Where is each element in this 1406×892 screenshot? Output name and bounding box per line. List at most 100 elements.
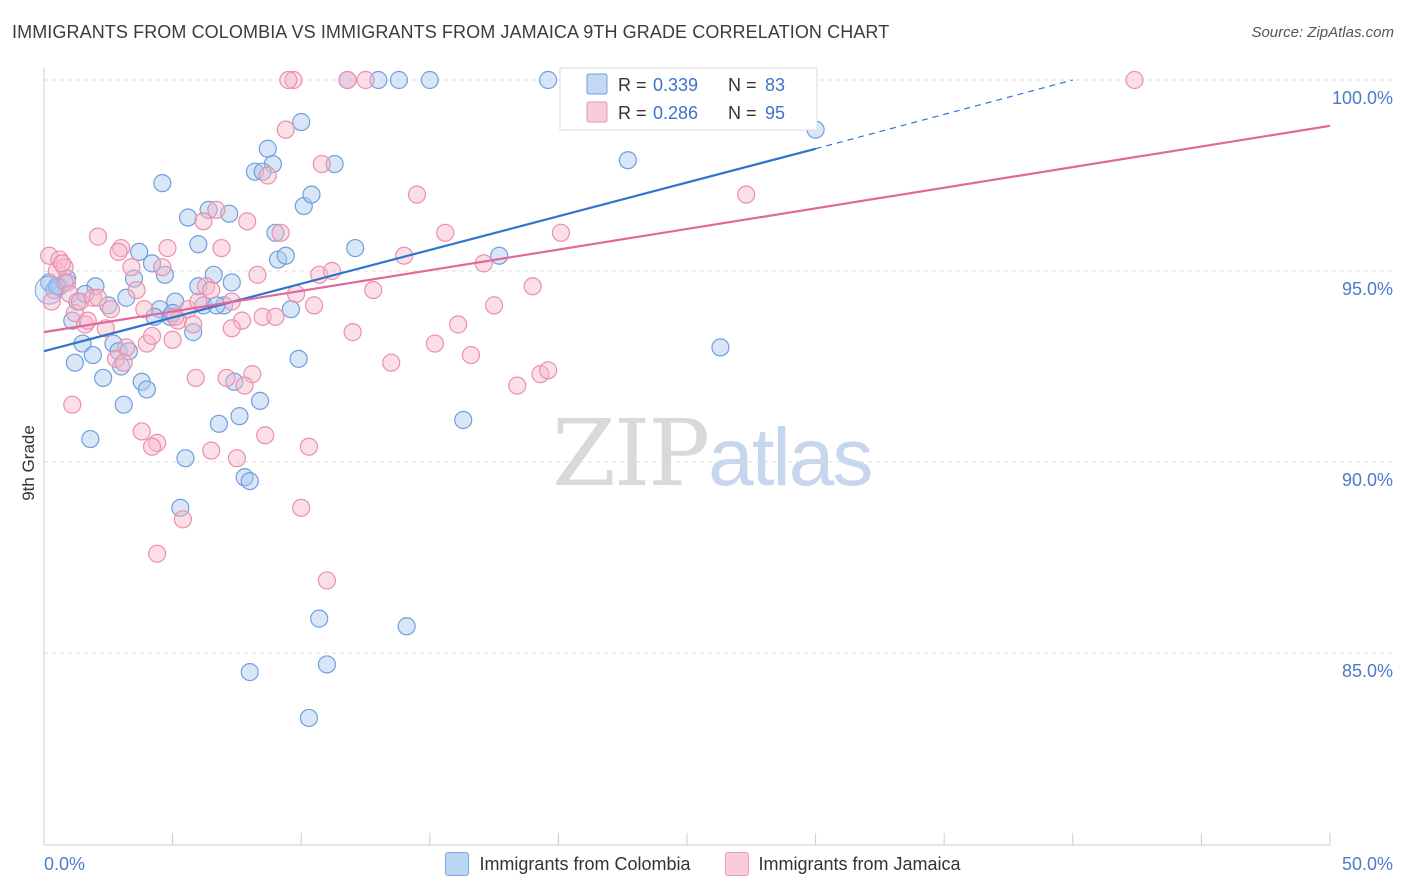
colombia-point xyxy=(240,472,259,491)
tick-labels: 85.0% 90.0% 95.0% 100.0% 0.0% 50.0% 9th Grade xyxy=(19,88,1393,874)
jamaica-point xyxy=(523,277,542,296)
jamaica-point xyxy=(42,292,61,311)
jamaica-point xyxy=(508,376,527,395)
jamaica-point xyxy=(276,120,295,139)
jamaica-point xyxy=(279,70,298,90)
legend-n-value: 83 xyxy=(765,75,785,95)
x-tick-label: 50.0% xyxy=(1342,854,1393,874)
jamaica-point xyxy=(184,315,203,334)
jamaica-point xyxy=(1125,70,1144,90)
jamaica-point xyxy=(163,330,182,349)
legend-r-value: 0.286 xyxy=(653,103,698,123)
colombia-point xyxy=(289,349,308,368)
jamaica-point xyxy=(227,449,246,468)
jamaica-point xyxy=(317,571,337,590)
jamaica-point xyxy=(382,353,401,372)
jamaica-point xyxy=(461,345,481,365)
jamaica-point xyxy=(448,315,468,334)
colombia-point xyxy=(189,235,208,254)
x-tick-label: 0.0% xyxy=(44,854,85,874)
series-colombia-points xyxy=(34,70,825,728)
jamaica-swatch xyxy=(724,852,749,876)
jamaica-point xyxy=(194,212,213,231)
colombia-point xyxy=(276,246,295,265)
jamaica-point xyxy=(212,238,231,258)
jamaica-point xyxy=(292,498,311,517)
legend-item-jamaica: Immigrants from Jamaica xyxy=(724,852,961,876)
watermark: ZIPatlas xyxy=(552,400,873,507)
colombia-point xyxy=(124,269,144,288)
jamaica-point xyxy=(737,185,756,204)
colombia-point xyxy=(153,174,172,193)
y-tick-label: 85.0% xyxy=(1342,661,1393,681)
jamaica-point xyxy=(132,422,151,441)
colombia-point xyxy=(114,395,133,414)
jamaica-point xyxy=(114,353,133,372)
jamaica-point xyxy=(122,258,141,277)
jamaica-point xyxy=(266,307,285,326)
colombia-swatch xyxy=(445,852,470,876)
colombia-point xyxy=(292,112,311,132)
colombia-point xyxy=(389,70,409,90)
legend-swatch-colombia xyxy=(586,73,608,95)
colombia-point xyxy=(178,208,198,227)
jamaica-point xyxy=(83,288,102,307)
jamaica-point xyxy=(299,437,319,456)
grid xyxy=(44,79,1395,654)
jamaica-point xyxy=(222,319,241,338)
jamaica-point xyxy=(338,70,357,90)
jamaica-point xyxy=(60,284,79,304)
colombia-point xyxy=(171,498,190,517)
colombia-point xyxy=(222,273,241,292)
y-tick-label: 95.0% xyxy=(1342,279,1393,299)
colombia-point xyxy=(346,238,365,258)
jamaica-point xyxy=(109,242,128,261)
colombia-point xyxy=(142,254,162,273)
jamaica-point xyxy=(96,319,115,338)
colombia-point xyxy=(199,200,218,219)
y-tick-label: 90.0% xyxy=(1342,470,1393,490)
colombia-point xyxy=(137,380,156,399)
jamaica-point xyxy=(256,426,275,445)
legend-n-label: N = xyxy=(728,75,757,95)
series-jamaica-points xyxy=(40,70,1144,590)
colombia-point xyxy=(302,185,321,204)
jamaica-point xyxy=(202,441,221,460)
jamaica-point xyxy=(207,200,226,219)
jamaica-point xyxy=(253,307,272,326)
colombia-point xyxy=(176,449,195,468)
colombia-point xyxy=(81,429,100,449)
jamaica-point xyxy=(101,300,120,319)
jamaica-point xyxy=(551,223,571,242)
trend-line-colombia-extension xyxy=(815,79,1073,150)
colombia-point xyxy=(618,151,637,170)
jamaica-point xyxy=(88,227,108,246)
jamaica-point xyxy=(407,185,427,204)
colombia-point xyxy=(130,242,149,261)
colombia-point xyxy=(420,70,439,90)
colombia-point xyxy=(86,277,105,296)
jamaica-point xyxy=(232,311,252,330)
colombia-point xyxy=(209,414,228,433)
trend-line-jamaica xyxy=(43,124,1331,334)
jamaica-point xyxy=(312,154,331,174)
legend-r-label: R = xyxy=(618,75,647,95)
jamaica-point xyxy=(202,281,221,300)
colombia-point xyxy=(263,154,283,174)
legend-r-label: R = xyxy=(618,103,647,123)
legend-label-colombia: Immigrants from Colombia xyxy=(479,853,691,874)
jamaica-point xyxy=(258,166,277,185)
colombia-point xyxy=(240,662,259,682)
jamaica-point xyxy=(539,361,558,380)
colombia-point xyxy=(490,246,509,265)
jamaica-point xyxy=(235,376,254,395)
jamaica-point xyxy=(248,265,267,284)
jamaica-point xyxy=(173,510,192,529)
colombia-point xyxy=(397,617,416,636)
jamaica-point xyxy=(117,338,136,357)
watermark-zip: ZIP xyxy=(552,400,710,507)
jamaica-point xyxy=(304,296,324,315)
jamaica-point xyxy=(142,437,162,456)
colombia-point xyxy=(539,70,558,90)
